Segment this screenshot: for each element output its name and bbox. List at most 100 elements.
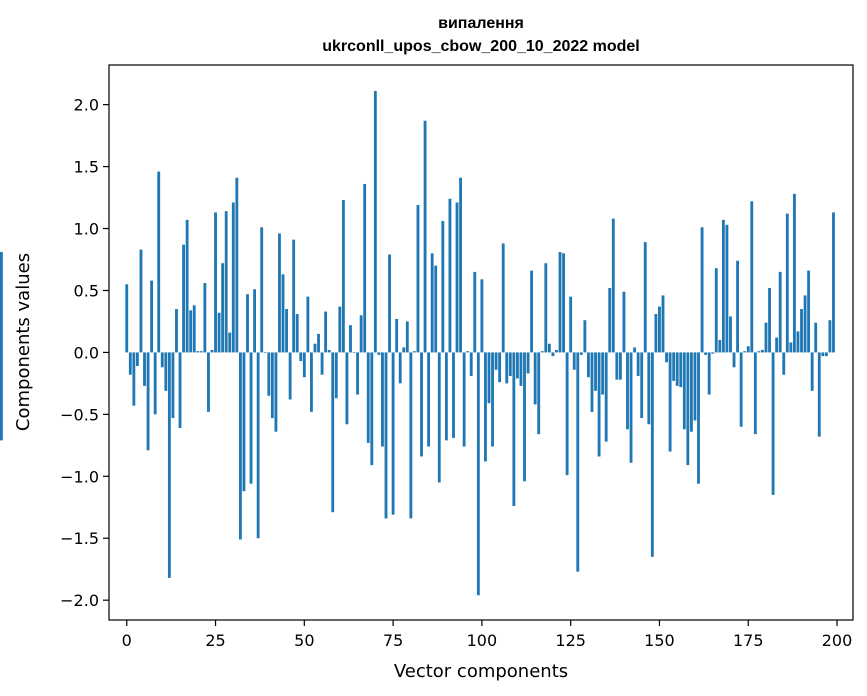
bar: [505, 352, 509, 384]
bar: [686, 352, 690, 466]
bar: [530, 270, 534, 353]
bar: [423, 120, 427, 353]
bar: [153, 352, 157, 415]
bar: [444, 352, 448, 441]
y-tick-label: −0.5: [60, 405, 99, 424]
bar: [249, 352, 253, 484]
x-axis-ticks: 0 25 50 75 100 125 150 175 200: [122, 620, 852, 650]
bar: [707, 352, 711, 395]
bar: [228, 332, 232, 353]
bar: [814, 322, 818, 353]
bar: [189, 310, 193, 353]
bar: [729, 316, 732, 353]
bar: [650, 352, 654, 557]
bar: [295, 314, 299, 353]
bar: [654, 314, 658, 353]
bar: [434, 265, 438, 353]
bar: [810, 352, 814, 391]
bar: [363, 183, 367, 353]
bar: [288, 352, 292, 400]
bar: [618, 352, 622, 380]
bar: [178, 352, 182, 428]
bar: [334, 352, 338, 399]
bar: [803, 295, 807, 353]
bar: [462, 352, 466, 447]
bar: [633, 347, 637, 353]
bar: [302, 352, 306, 378]
bar: [224, 211, 228, 353]
bar: [572, 352, 576, 370]
bar: [469, 352, 473, 376]
y-tick-label: 0.0: [74, 343, 99, 362]
bar: [285, 309, 288, 353]
bar: [317, 333, 320, 353]
bar: [796, 331, 800, 353]
bar: [679, 352, 683, 388]
bar: [689, 352, 693, 432]
bar: [711, 352, 715, 354]
bar: [828, 320, 832, 353]
bar: [501, 243, 505, 353]
bar: [597, 352, 601, 457]
bar: [626, 352, 629, 430]
bar: [270, 352, 274, 419]
bar: [789, 342, 793, 353]
bar: [221, 263, 225, 353]
y-tick-label: −2.0: [60, 591, 99, 610]
bar: [558, 252, 562, 353]
bar: [412, 351, 416, 353]
bar: [182, 244, 185, 353]
bar: [562, 253, 565, 353]
bar: [402, 347, 406, 353]
bar: [366, 352, 370, 443]
bar: [459, 177, 462, 353]
bar: [569, 296, 573, 353]
x-tick-label: 75: [383, 631, 403, 650]
bar: [643, 242, 647, 353]
bar: [132, 352, 136, 406]
bar: [608, 287, 612, 353]
bar: [310, 352, 313, 412]
bar: [587, 352, 590, 378]
x-tick-label: 50: [294, 631, 314, 650]
bar: [214, 212, 217, 353]
x-tick-label: 25: [205, 631, 225, 650]
bar: [821, 352, 825, 357]
bar: [452, 352, 455, 438]
bar: [725, 224, 729, 353]
bar: [647, 352, 651, 425]
bar: [611, 218, 615, 353]
bar: [455, 202, 459, 353]
bar: [143, 352, 146, 386]
bar: [771, 352, 775, 495]
bar: [750, 201, 754, 353]
bar: [590, 352, 594, 412]
bar: [700, 227, 704, 353]
bar: [555, 349, 558, 353]
bar: [263, 352, 267, 354]
bar: [824, 352, 828, 357]
y-tick-label: −1.5: [60, 529, 99, 548]
bar: [196, 351, 200, 353]
x-axis-label: Vector components: [394, 661, 568, 682]
bar: [540, 351, 544, 353]
bar: [761, 349, 764, 353]
bar: [381, 352, 384, 447]
bar: [533, 352, 537, 405]
bars-group: [0, 91, 835, 596]
bar: [658, 306, 661, 353]
bar: [242, 352, 246, 492]
bar: [388, 254, 391, 353]
bar: [256, 352, 260, 539]
y-tick-label: −1.0: [60, 467, 99, 486]
bar: [203, 283, 207, 353]
bar: [320, 352, 324, 375]
bar: [128, 352, 132, 375]
bar: [278, 233, 281, 353]
bar: [512, 352, 516, 507]
bar: [420, 352, 423, 457]
bar: [160, 352, 164, 368]
bar: [579, 352, 583, 355]
bar: [743, 351, 747, 353]
